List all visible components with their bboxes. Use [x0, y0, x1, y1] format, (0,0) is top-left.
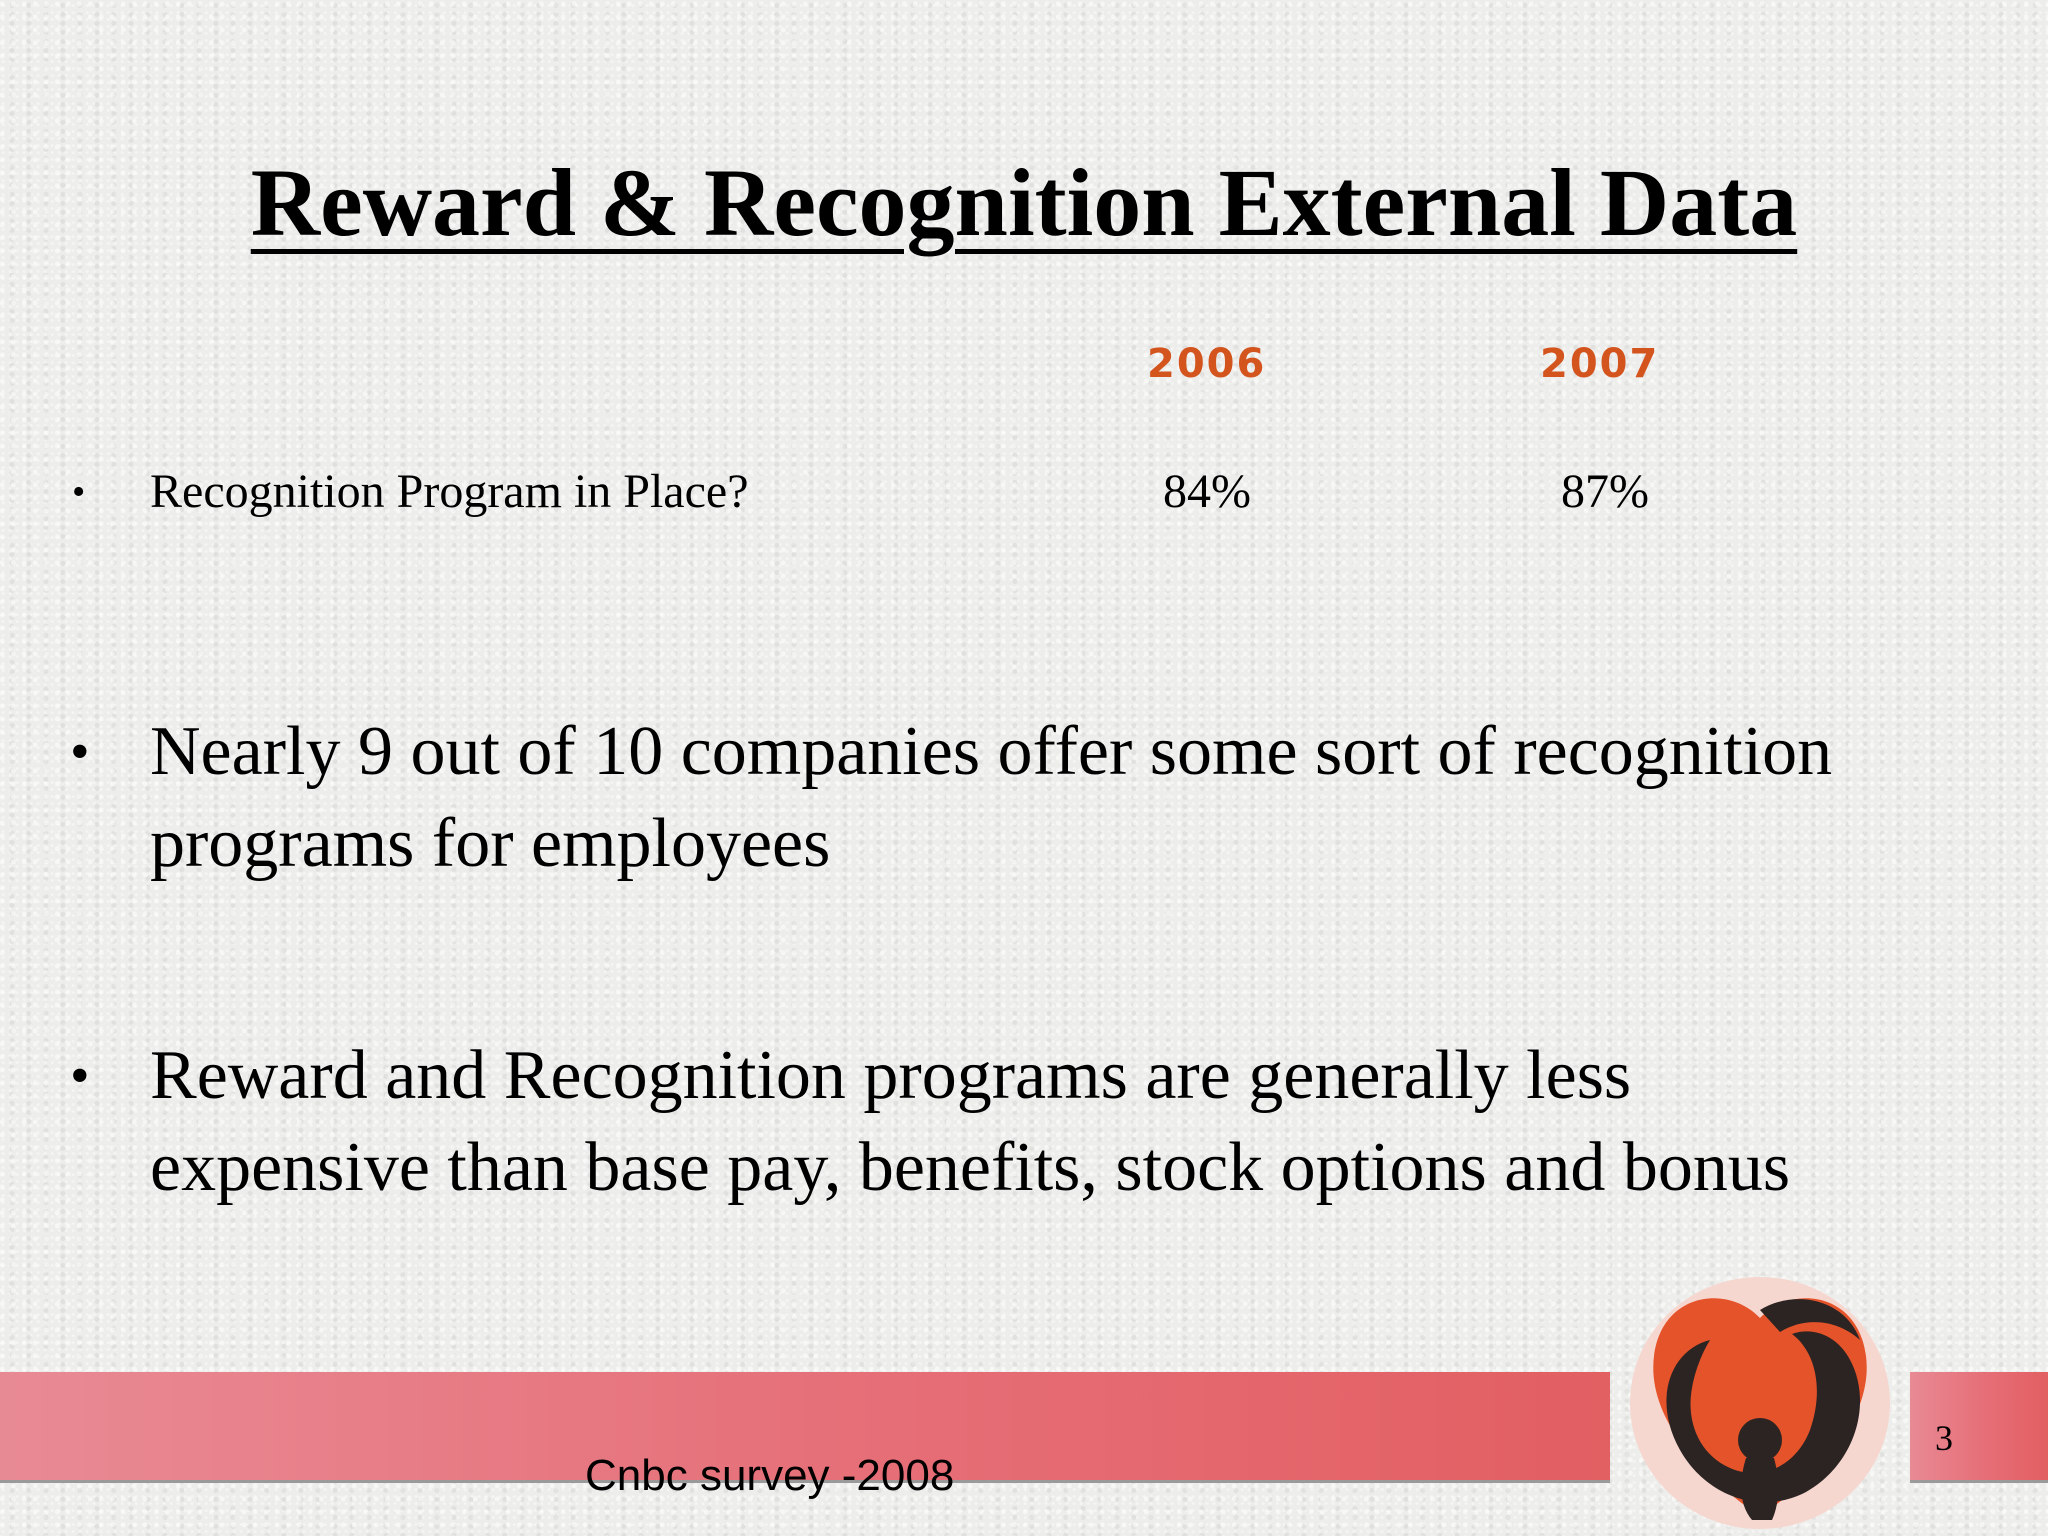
year-header-2006: 2006: [1147, 341, 1267, 387]
bullet-icon: •: [70, 1045, 90, 1107]
footer-band-left: [0, 1372, 1610, 1480]
source-caption: Cnbc survey -2008: [585, 1451, 955, 1500]
bullet-icon: •: [70, 721, 90, 783]
bullet-text: Nearly 9 out of 10 companies offer some …: [150, 713, 1833, 882]
heart-figure-logo-icon: [1630, 1277, 1890, 1529]
footer-band-right: [1910, 1372, 2048, 1480]
bullet-icon: •: [72, 471, 86, 513]
row-label: Recognition Program in Place?: [150, 465, 749, 518]
footer-divider: [0, 1480, 1610, 1483]
slide-title: Reward & Recognition External Data: [250, 149, 1798, 256]
bullet-text: Reward and Recognition programs are gene…: [150, 1037, 1791, 1206]
table-row: • Recognition Program in Place? 84% 87%: [0, 462, 2048, 522]
year-header-2007: 2007: [1540, 341, 1660, 387]
footer-divider: [1910, 1480, 2048, 1483]
value-2007: 87%: [1561, 465, 1649, 518]
value-2006: 84%: [1163, 465, 1251, 518]
page-number: 3: [1935, 1418, 1953, 1458]
